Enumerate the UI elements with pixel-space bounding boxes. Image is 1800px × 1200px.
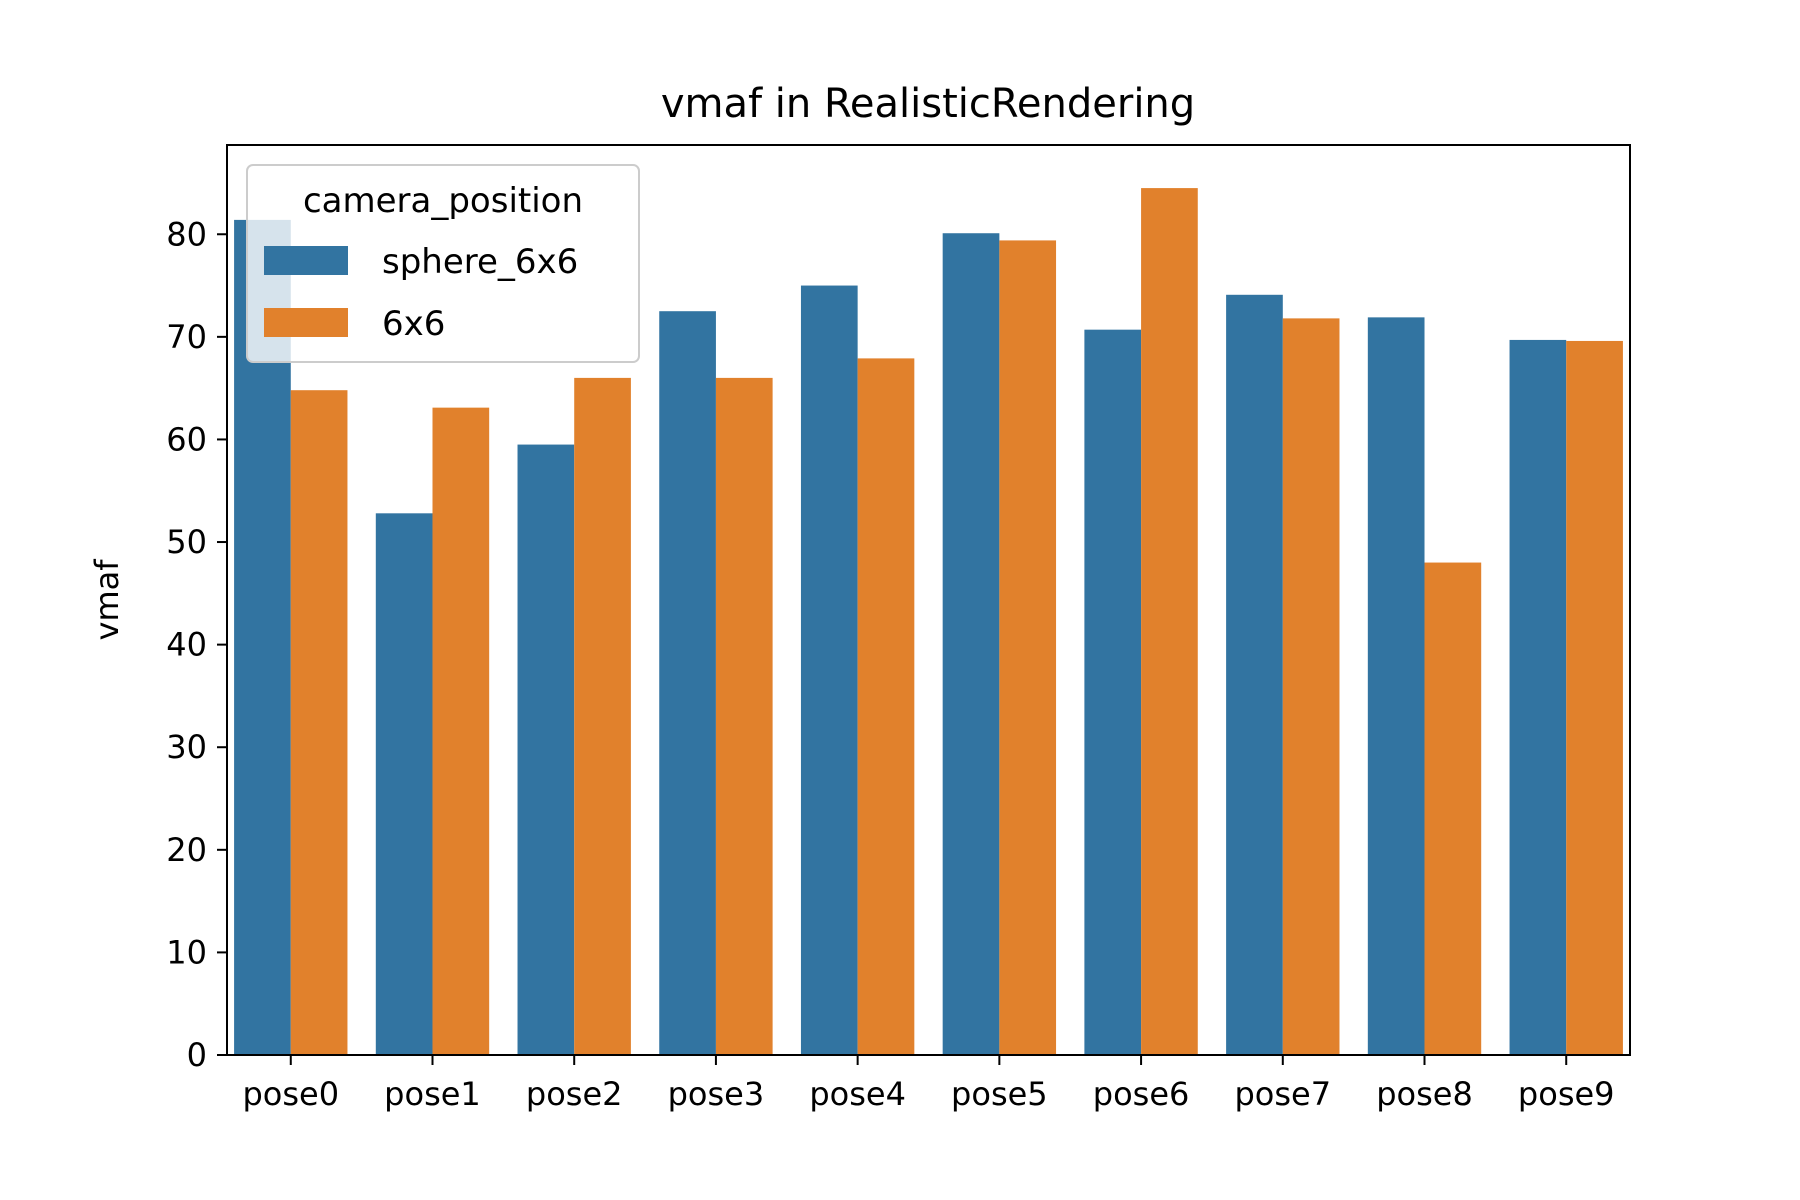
x-axis: pose0 pose1 pose2 pose3 pose4 pose5 pose6 pose7… <box>242 1055 1615 1113</box>
y-tick-label-40: 40 <box>166 626 207 664</box>
bar-6x6-pose3 <box>715 377 773 1055</box>
y-tick-label-60: 60 <box>166 420 207 458</box>
legend-swatch-sphere_6x6 <box>264 246 348 275</box>
bar-6x6-pose5 <box>999 240 1057 1055</box>
bar-sphere_6x6-pose1 <box>375 513 433 1055</box>
bar-sphere_6x6-pose7 <box>1226 294 1283 1055</box>
bar-sphere_6x6-pose4 <box>800 285 858 1055</box>
bar-sphere_6x6-pose6 <box>1084 329 1142 1055</box>
x-tick-label-pose2: pose2 <box>526 1075 623 1113</box>
x-tick-label-pose1: pose1 <box>384 1075 481 1113</box>
bar-6x6-pose7 <box>1282 318 1340 1055</box>
legend-label-6x6: 6x6 <box>382 304 445 344</box>
legend: camera_position sphere_6x6 6x6 <box>246 164 640 363</box>
bar-sphere_6x6-pose3 <box>659 311 716 1055</box>
y-tick-label-20: 20 <box>166 831 207 869</box>
y-tick-label-10: 10 <box>166 933 207 971</box>
y-tick-label-70: 70 <box>166 318 207 356</box>
bar-6x6-pose4 <box>857 358 915 1055</box>
legend-swatch-6x6 <box>264 308 348 337</box>
y-axis: 0 10 20 30 40 50 60 70 80 <box>166 215 227 1074</box>
y-tick-label-80: 80 <box>166 215 207 253</box>
y-axis-label: vmaf <box>88 559 126 641</box>
bar-6x6-pose0 <box>290 390 348 1055</box>
x-tick-label-pose8: pose8 <box>1376 1075 1473 1113</box>
x-tick-label-pose3: pose3 <box>668 1075 765 1113</box>
bars-layer <box>234 188 1623 1056</box>
x-tick-label-pose7: pose7 <box>1234 1075 1331 1113</box>
bar-sphere_6x6-pose5 <box>942 233 1000 1056</box>
x-tick-label-pose0: pose0 <box>242 1075 339 1113</box>
bar-6x6-pose2 <box>574 377 631 1055</box>
bar-6x6-pose9 <box>1566 340 1623 1055</box>
x-tick-label-pose4: pose4 <box>809 1075 906 1113</box>
y-tick-label-50: 50 <box>166 523 207 561</box>
bar-sphere_6x6-pose8 <box>1367 317 1425 1055</box>
bar-6x6-pose1 <box>432 407 490 1055</box>
x-tick-label-pose5: pose5 <box>951 1075 1048 1113</box>
chart-title: vmaf in RealisticRendering <box>661 81 1195 127</box>
y-tick-label-30: 30 <box>166 728 207 766</box>
y-tick-label-0: 0 <box>187 1036 207 1074</box>
x-tick-label-pose6: pose6 <box>1093 1075 1190 1113</box>
bar-6x6-pose8 <box>1424 562 1482 1055</box>
legend-title: camera_position <box>303 181 583 221</box>
bar-sphere_6x6-pose2 <box>517 444 575 1055</box>
x-tick-label-pose9: pose9 <box>1518 1075 1615 1113</box>
legend-label-sphere_6x6: sphere_6x6 <box>382 242 578 282</box>
bar-6x6-pose6 <box>1141 188 1198 1056</box>
plot-frame <box>226 144 1631 1056</box>
bar-sphere_6x6-pose9 <box>1509 339 1567 1055</box>
